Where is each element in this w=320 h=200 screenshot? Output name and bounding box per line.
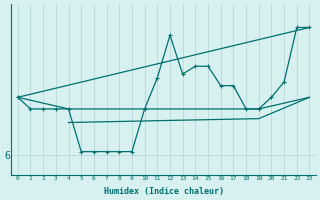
X-axis label: Humidex (Indice chaleur): Humidex (Indice chaleur) (104, 187, 224, 196)
